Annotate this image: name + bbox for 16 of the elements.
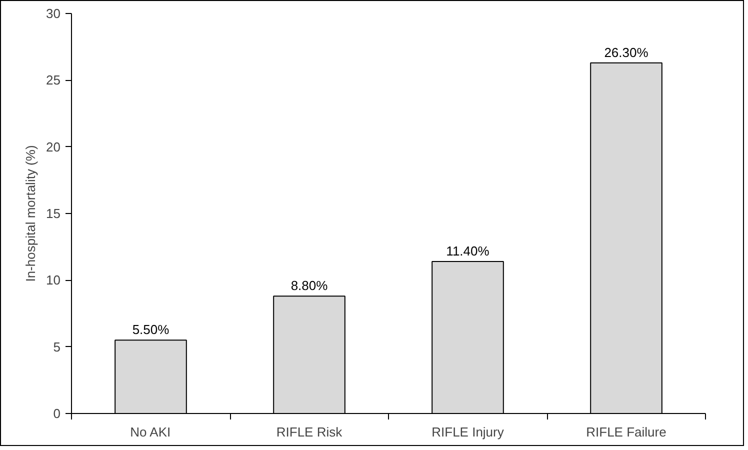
x-tick-label: RIFLE Failure (586, 424, 666, 440)
data-label: 5.50% (132, 322, 170, 338)
data-label: 8.80% (290, 278, 328, 294)
data-label: 11.40% (446, 244, 490, 258)
data-label: 26.30% (604, 44, 649, 60)
y-tick-label: 25 (46, 72, 61, 88)
y-tick-label: 20 (46, 139, 61, 154)
y-axis-title: In-hospital mortality (%) (23, 145, 38, 282)
y-tick-label: 30 (46, 6, 61, 21)
y-tick-label: 0 (53, 406, 61, 421)
x-tick-label: RIFLE Risk (276, 424, 343, 440)
y-tick-label: 5 (53, 339, 61, 354)
x-tick-label: RIFLE Injury (432, 424, 504, 440)
y-tick-label: 10 (46, 272, 61, 288)
y-tick-label: 15 (46, 206, 61, 221)
x-tick-label: No AKI (130, 424, 171, 440)
